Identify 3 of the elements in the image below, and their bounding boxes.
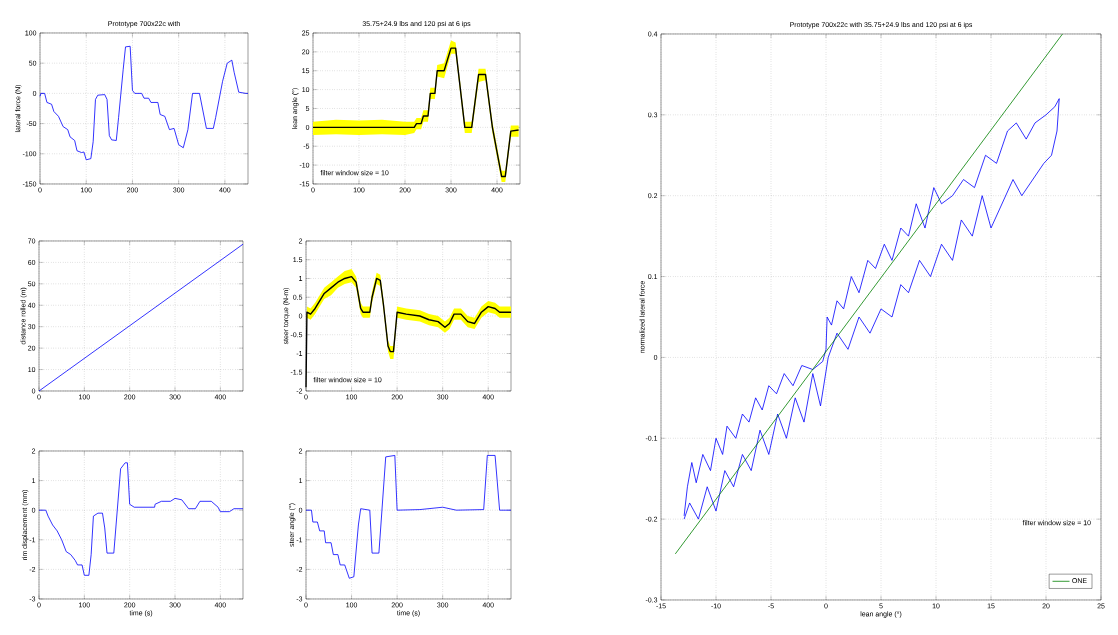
line-series (38, 462, 244, 576)
line-series (305, 455, 512, 579)
line-series (39, 45, 249, 161)
